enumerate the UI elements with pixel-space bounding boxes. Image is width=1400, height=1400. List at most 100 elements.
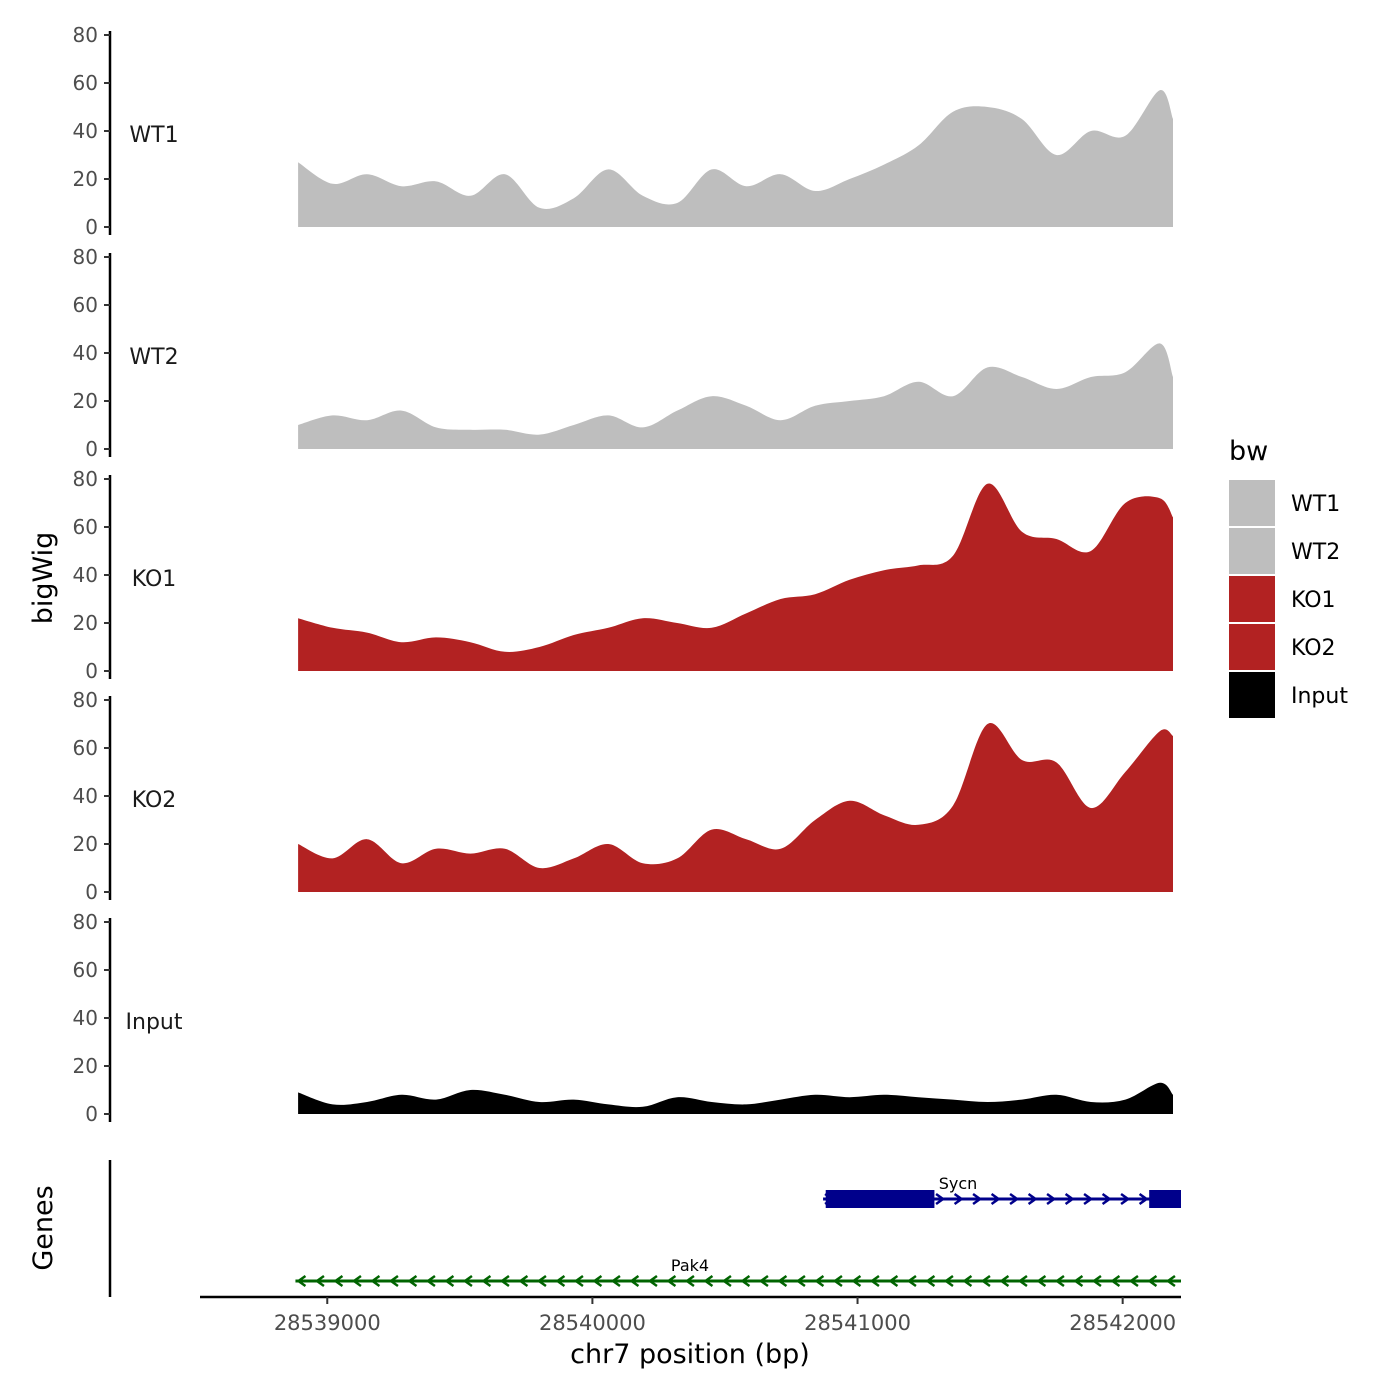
- y-tick-label: 40: [73, 341, 98, 365]
- legend-swatch-wt2: [1229, 528, 1275, 574]
- track-label: Input: [126, 1010, 183, 1035]
- track-label: WT2: [129, 345, 178, 370]
- y-tick-label: 60: [73, 958, 98, 982]
- y-tick-label: 0: [85, 437, 98, 461]
- strand-arrow-icon: [1064, 1192, 1075, 1206]
- strand-arrow-icon: [481, 1274, 492, 1288]
- strand-arrow-icon: [1046, 1192, 1057, 1206]
- legend-swatch-input: [1229, 672, 1275, 718]
- strand-arrow-icon: [1091, 1274, 1102, 1288]
- strand-arrow-icon: [888, 1274, 899, 1288]
- legend-title: bw: [1229, 436, 1268, 467]
- y-tick-label: 40: [73, 784, 98, 808]
- strand-arrow-icon: [1054, 1274, 1065, 1288]
- series-area-wt1: [298, 89, 1174, 228]
- strand-arrow-icon: [777, 1274, 788, 1288]
- strand-arrow-icon: [721, 1274, 732, 1288]
- strand-arrow-icon: [869, 1274, 880, 1288]
- y-tick-label: 20: [73, 389, 98, 413]
- y-tick-label: 80: [73, 245, 98, 269]
- genes-layer: Sycn Pak4: [108, 1160, 1181, 1297]
- strand-arrow-icon: [333, 1274, 344, 1288]
- y-tick-label: 40: [73, 119, 98, 143]
- y-tick-label: 60: [73, 71, 98, 95]
- strand-arrow-icon: [296, 1274, 307, 1288]
- track-wt2: 0 20 40 60 80 WT2: [73, 245, 1174, 461]
- strand-arrow-icon: [740, 1274, 751, 1288]
- track-input: 0 20 40 60 80 Input: [73, 910, 1174, 1126]
- strand-arrow-icon: [666, 1274, 677, 1288]
- legend-label-ko2: KO2: [1291, 636, 1336, 661]
- strand-arrow-icon: [1036, 1274, 1047, 1288]
- x-tick-label: 28539000: [274, 1311, 381, 1335]
- x-tick-label: 28540000: [539, 1311, 646, 1335]
- gene-exon: [825, 1190, 935, 1208]
- y-tick-label: 60: [73, 293, 98, 317]
- legend: WT1 WT2 KO1 KO2 Input: [1229, 480, 1348, 718]
- strand-arrow-icon: [314, 1274, 325, 1288]
- gene-label: Pak4: [671, 1256, 709, 1275]
- y-tick-label: 20: [73, 832, 98, 856]
- y-tick-label: 0: [85, 880, 98, 904]
- y-axis-label: bigWig: [28, 532, 59, 625]
- y-tick-label: 0: [85, 1102, 98, 1126]
- strand-arrow-icon: [906, 1274, 917, 1288]
- strand-arrow-icon: [990, 1192, 1001, 1206]
- strand-arrow-icon: [1120, 1192, 1131, 1206]
- strand-arrow-icon: [972, 1192, 983, 1206]
- strand-arrow-icon: [1165, 1274, 1176, 1288]
- y-tick-label: 80: [73, 23, 98, 47]
- strand-arrow-icon: [462, 1274, 473, 1288]
- gene-exon: [1149, 1190, 1181, 1208]
- strand-arrow-icon: [980, 1274, 991, 1288]
- y-tick-label: 80: [73, 467, 98, 491]
- strand-arrow-icon: [351, 1274, 362, 1288]
- strand-arrow-icon: [999, 1274, 1010, 1288]
- legend-label-wt2: WT2: [1291, 540, 1340, 565]
- track-label: WT1: [129, 123, 178, 148]
- strand-arrow-icon: [1110, 1274, 1121, 1288]
- track-ko1: 0 20 40 60 80 KO1: [73, 467, 1174, 683]
- series-area-input: [298, 1082, 1174, 1114]
- strand-arrow-icon: [1009, 1192, 1020, 1206]
- legend-label-wt1: WT1: [1291, 492, 1340, 517]
- strand-arrow-icon: [832, 1274, 843, 1288]
- strand-arrow-icon: [795, 1274, 806, 1288]
- strand-arrow-icon: [1017, 1274, 1028, 1288]
- track-ko2: 0 20 40 60 80 KO2: [73, 688, 1174, 904]
- strand-arrow-icon: [1101, 1192, 1112, 1206]
- strand-arrow-icon: [684, 1274, 695, 1288]
- strand-arrow-icon: [1147, 1274, 1158, 1288]
- strand-arrow-icon: [814, 1274, 825, 1288]
- y-tick-label: 20: [73, 1054, 98, 1078]
- y-tick-label: 0: [85, 215, 98, 239]
- y-tick-label: 0: [85, 659, 98, 683]
- strand-arrow-icon: [935, 1192, 946, 1206]
- strand-arrow-icon: [425, 1274, 436, 1288]
- series-area-wt2: [298, 343, 1174, 449]
- x-axis-label: chr7 position (bp): [570, 1339, 810, 1370]
- strand-arrow-icon: [407, 1274, 418, 1288]
- y-tick-label: 60: [73, 515, 98, 539]
- x-tick-label: 28541000: [804, 1311, 911, 1335]
- y-tick-label: 80: [73, 910, 98, 934]
- strand-arrow-icon: [1083, 1192, 1094, 1206]
- strand-arrow-icon: [703, 1274, 714, 1288]
- track-label: KO1: [132, 567, 177, 592]
- strand-arrow-icon: [1073, 1274, 1084, 1288]
- legend-label-input: Input: [1291, 684, 1348, 709]
- y-tick-label: 40: [73, 563, 98, 587]
- tracks-layer: 0 20 40 60 80 WT1 0 20 40 60 80 WT2 0 20 40 60 80 KO1 0 20 4…: [73, 23, 1174, 1126]
- strand-arrow-icon: [1138, 1192, 1149, 1206]
- strand-arrow-icon: [1128, 1274, 1139, 1288]
- legend-label-ko1: KO1: [1291, 588, 1336, 613]
- series-area-ko2: [298, 722, 1174, 892]
- track-wt1: 0 20 40 60 80 WT1: [73, 23, 1174, 239]
- legend-swatch-wt1: [1229, 480, 1275, 526]
- legend-swatch-ko2: [1229, 624, 1275, 670]
- strand-arrow-icon: [851, 1274, 862, 1288]
- x-axis: 28539000 28540000 28541000 28542000: [200, 1295, 1181, 1335]
- strand-arrow-icon: [943, 1274, 954, 1288]
- strand-arrow-icon: [536, 1274, 547, 1288]
